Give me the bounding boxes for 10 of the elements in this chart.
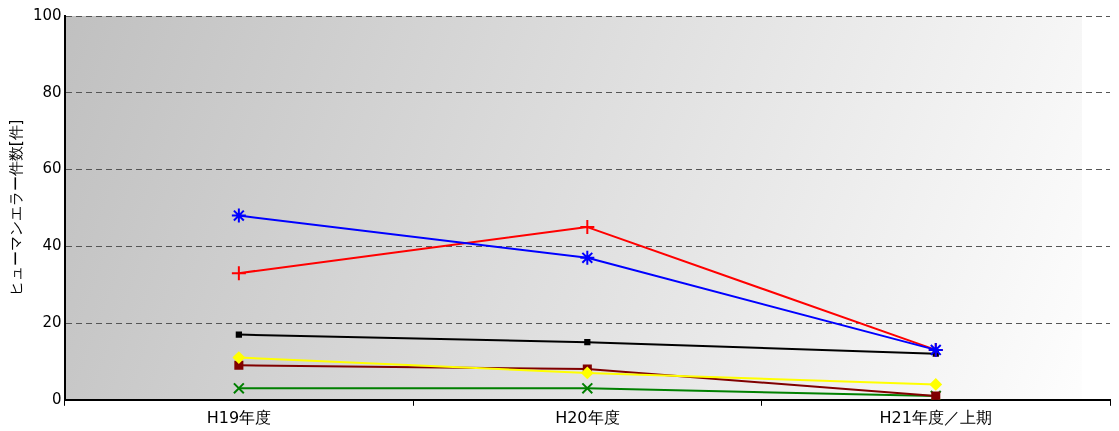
x-tick-label: H20年度 [555, 407, 620, 427]
y-tick-label: 80 [42, 82, 62, 101]
y-tick-label: 0 [52, 389, 62, 408]
x-tick-label: H21年度／上期 [879, 407, 992, 427]
y-axis-title: ヒューマンエラー件数[件] [6, 119, 25, 297]
y-tick-label: 20 [42, 312, 62, 331]
y-tick-label: 100 [32, 5, 62, 24]
y-tick-label: 40 [42, 236, 62, 255]
x-tick-label: H19年度 [206, 407, 272, 427]
y-tick-label: 60 [42, 159, 62, 178]
